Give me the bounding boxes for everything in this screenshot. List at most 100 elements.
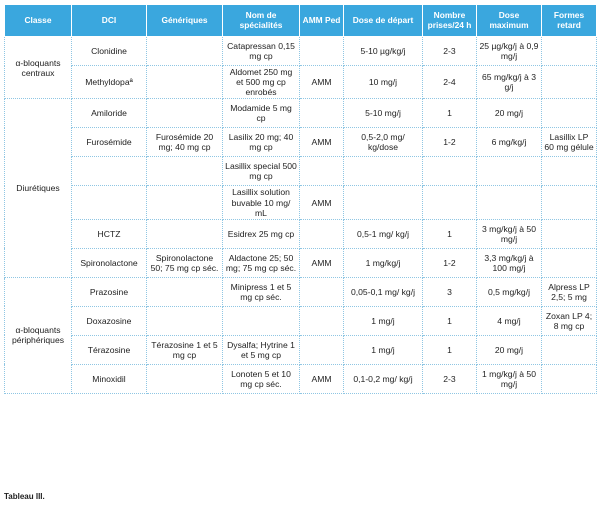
table-row: Minoxidil Lonoten 5 et 10 mg cp séc. AMM…: [5, 363, 597, 394]
generiques-cell: [146, 156, 223, 187]
prises-cell: 1-2: [422, 127, 477, 158]
amm-cell: AMM: [299, 64, 344, 100]
header-classe: Classe: [4, 4, 72, 37]
dose-depart-cell: 1 mg/j: [343, 334, 423, 365]
amm-cell: AMM: [299, 247, 344, 278]
dose-max-cell: 6 mg/kg/j: [476, 127, 542, 158]
dose-max-cell: [476, 156, 542, 187]
header-formes-retard: Formes retard: [541, 4, 597, 37]
prises-cell: 3: [422, 276, 477, 307]
dci-cell: Amiloride: [71, 98, 147, 129]
specialites-cell: Lasillix solution buvable 10 mg/ mL: [222, 185, 300, 220]
specialites-cell: Esidrex 25 mg cp: [222, 218, 300, 249]
table-row: Furosémide Furosémide 20 mg; 40 mg cp La…: [5, 127, 597, 158]
dose-depart-cell: 0,05-0,1 mg/ kg/j: [343, 276, 423, 307]
table-row: α-bloquants périphériques Prazosine Mini…: [4, 276, 597, 394]
specialites-cell: Lasillix special 500 mg cp: [222, 156, 300, 187]
retard-cell: [541, 64, 597, 100]
table-row: Spironolactone Spironolactone 50; 75 mg …: [5, 247, 597, 278]
dose-max-cell: 65 mg/kg/j à 3 g/j: [476, 64, 542, 100]
table-caption: Tableau III.: [4, 492, 45, 501]
dose-depart-cell: [343, 156, 423, 187]
dose-depart-cell: [343, 185, 423, 220]
generiques-cell: [146, 276, 223, 307]
dci-cell: [71, 156, 147, 187]
prises-cell: 1-2: [422, 247, 477, 278]
prises-cell: 1: [422, 218, 477, 249]
retard-cell: Alpress LP 2,5; 5 mg: [541, 276, 597, 307]
amm-cell: AMM: [299, 127, 344, 158]
table-row: Térazosine Térazosine 1 et 5 mg cp Dysal…: [5, 334, 597, 365]
amm-cell: AMM: [299, 363, 344, 394]
dose-depart-cell: 1 mg/kg/j: [343, 247, 423, 278]
retard-cell: [541, 247, 597, 278]
dose-max-cell: 3 mg/kg/j à 50 mg/j: [476, 218, 542, 249]
header-row: Classe DCI Génériques Nom de spécialités…: [4, 4, 597, 37]
specialites-cell: Aldactone 25; 50 mg; 75 mg cp séc.: [222, 247, 300, 278]
dose-depart-cell: 5-10 mg/j: [343, 98, 423, 129]
table-row: HCTZ Esidrex 25 mg cp 0,5-1 mg/ kg/j 1 3…: [5, 218, 597, 249]
retard-cell: Zoxan LP 4; 8 mg cp: [541, 305, 597, 336]
generiques-cell: [146, 98, 223, 129]
generiques-cell: [146, 363, 223, 394]
header-dose-max: Dose maximum: [476, 4, 542, 37]
classe-cell: α-bloquants périphériques: [4, 276, 72, 394]
dose-depart-cell: 5-10 µg/kg/j: [343, 36, 423, 66]
prises-cell: 2-4: [422, 64, 477, 100]
header-dose-depart: Dose de départ: [343, 4, 423, 37]
header-generiques: Génériques: [146, 4, 223, 37]
dci-cell: Methyldopaª: [71, 64, 147, 100]
amm-cell: AMM: [299, 185, 344, 220]
header-amm-ped: AMM Ped: [299, 4, 344, 37]
dci-cell: [71, 185, 147, 220]
retard-cell: [541, 363, 597, 394]
generiques-cell: [146, 36, 223, 66]
prises-cell: [422, 185, 477, 220]
prises-cell: 2-3: [422, 36, 477, 66]
retard-cell: [541, 185, 597, 220]
dose-depart-cell: 10 mg/j: [343, 64, 423, 100]
dose-max-cell: 25 µg/kg/j à 0,9 mg/j: [476, 36, 542, 66]
dose-depart-cell: 0,5-1 mg/ kg/j: [343, 218, 423, 249]
table-row: Diurétiques Amiloride Modamide 5 mg cp 5…: [4, 98, 597, 278]
generiques-cell: Furosémide 20 mg; 40 mg cp: [146, 127, 223, 158]
table-row: Doxazosine 1 mg/j 1 4 mg/j Zoxan LP 4; 8…: [5, 305, 597, 336]
dci-cell: Clonidine: [71, 36, 147, 66]
generiques-cell: Térazosine 1 et 5 mg cp: [146, 334, 223, 365]
dose-max-cell: 1 mg/kg/j à 50 mg/j: [476, 363, 542, 394]
retard-cell: [541, 218, 597, 249]
table-row: α-bloquants centraux Clonidine Catapress…: [4, 35, 597, 100]
dci-cell: Doxazosine: [71, 305, 147, 336]
dose-max-cell: 0,5 mg/kg/j: [476, 276, 542, 307]
specialites-cell: Modamide 5 mg cp: [222, 98, 300, 129]
dci-cell: Térazosine: [71, 334, 147, 365]
specialites-cell: Catapressan 0,15 mg cp: [222, 36, 300, 66]
amm-cell: [299, 218, 344, 249]
retard-cell: [541, 36, 597, 66]
prises-cell: [422, 156, 477, 187]
prises-cell: 2-3: [422, 363, 477, 394]
specialites-cell: Dysalfa; Hytrine 1 et 5 mg cp: [222, 334, 300, 365]
specialites-cell: [222, 305, 300, 336]
dci-cell: Minoxidil: [71, 363, 147, 394]
dci-cell: Prazosine: [71, 276, 147, 307]
dose-max-cell: 20 mg/j: [476, 98, 542, 129]
specialites-cell: Minipress 1 et 5 mg cp séc.: [222, 276, 300, 307]
retard-cell: [541, 334, 597, 365]
generiques-cell: [146, 218, 223, 249]
specialites-cell: Aldomet 250 mg et 500 mg cp enrobés: [222, 64, 300, 100]
amm-cell: [299, 156, 344, 187]
header-dci: DCI: [71, 4, 147, 37]
dose-max-cell: 3,3 mg/kg/j à 100 mg/j: [476, 247, 542, 278]
dose-depart-cell: 0,5-2,0 mg/ kg/dose: [343, 127, 423, 158]
generiques-cell: [146, 185, 223, 220]
amm-cell: [299, 98, 344, 129]
dci-cell: Spironolactone: [71, 247, 147, 278]
dci-cell: HCTZ: [71, 218, 147, 249]
amm-cell: [299, 305, 344, 336]
prises-cell: 1: [422, 334, 477, 365]
generiques-cell: [146, 64, 223, 100]
dose-depart-cell: 1 mg/j: [343, 305, 423, 336]
classe-cell: Diurétiques: [4, 98, 72, 278]
dose-max-cell: 20 mg/j: [476, 334, 542, 365]
